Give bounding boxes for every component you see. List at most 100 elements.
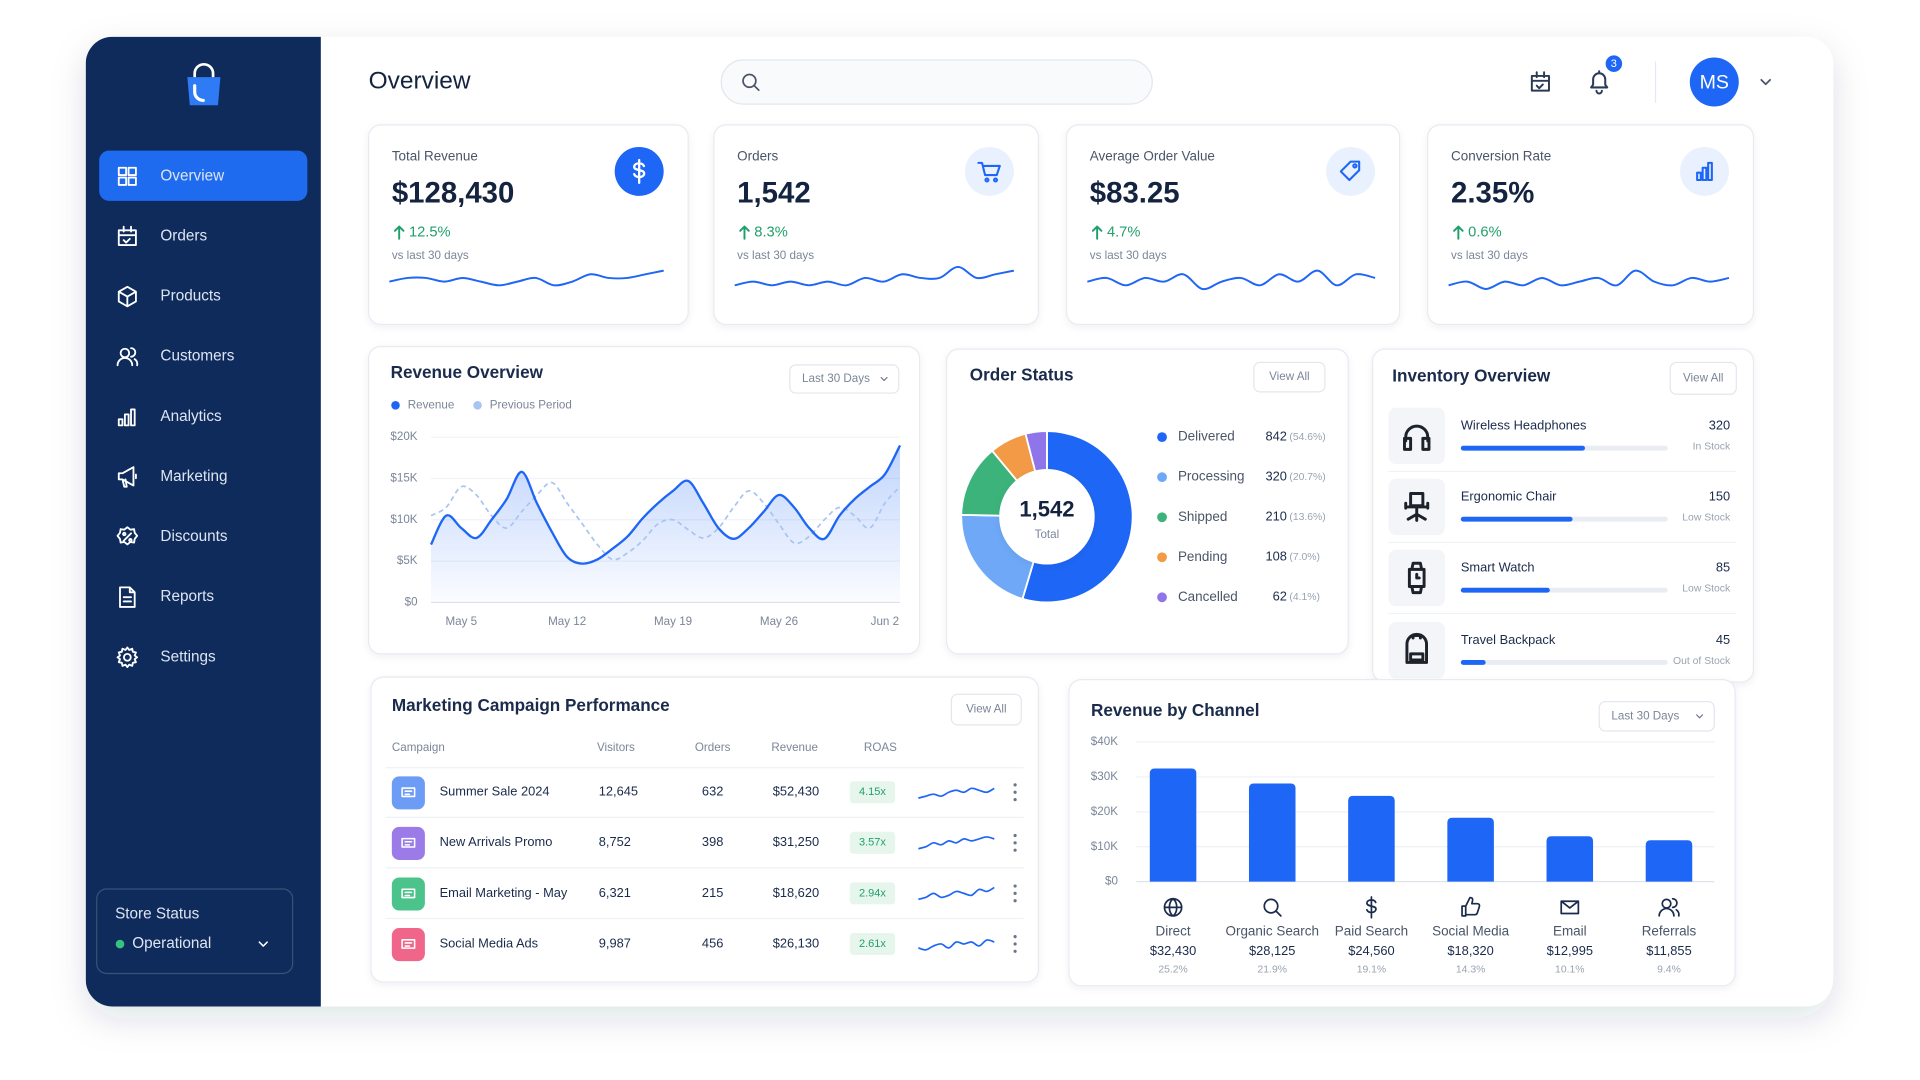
notification-count: 3	[1611, 58, 1617, 70]
kebab-dot[interactable]	[1013, 899, 1017, 903]
share-label: 19.1%	[1357, 965, 1386, 976]
kebab-dot[interactable]	[1013, 848, 1017, 852]
nav-label[interactable]: Overview	[160, 167, 225, 184]
campaign-name: Email Marketing - May	[440, 885, 568, 900]
campaign-revenue: $31,250	[773, 834, 819, 849]
kebab-dot[interactable]	[1013, 783, 1017, 787]
cart-icon	[977, 161, 1001, 183]
nav-item-active[interactable]	[99, 150, 308, 201]
icon[interactable]	[1530, 71, 1550, 92]
legend-percent: (54.6%)	[1289, 432, 1325, 443]
sparkline	[918, 939, 995, 951]
legend-swatch	[473, 401, 482, 410]
button[interactable]	[789, 364, 900, 394]
icon[interactable]	[1590, 70, 1609, 95]
chevron-icon	[1760, 78, 1772, 86]
icon	[1696, 714, 1704, 719]
x-tick-label: Organic Search	[1226, 923, 1319, 938]
campaign-icon	[391, 776, 425, 810]
icon[interactable]	[1760, 78, 1772, 86]
kebab-dot[interactable]	[1013, 833, 1017, 838]
legend-percent: (13.6%)	[1289, 512, 1325, 523]
button-label[interactable]: Last 30 Days	[1611, 709, 1679, 722]
nav-label[interactable]: Customers	[160, 348, 234, 365]
card-title: Inventory Overview	[1392, 366, 1551, 386]
campaign-orders: 215	[702, 885, 723, 900]
kebab-dot[interactable]	[1013, 790, 1017, 794]
icon	[739, 225, 750, 240]
nav-label[interactable]: Products	[160, 288, 221, 305]
kebab-dot[interactable]	[1013, 942, 1017, 946]
button[interactable]	[950, 693, 1022, 726]
campaign-icon	[391, 928, 425, 962]
mail-icon	[1560, 900, 1580, 915]
icon	[117, 285, 137, 308]
x-tick-label: May 26	[760, 615, 798, 628]
icon	[401, 939, 416, 949]
button-label[interactable]: View All	[966, 703, 1007, 716]
icon	[1560, 900, 1580, 915]
nav-label[interactable]: Marketing	[160, 468, 227, 485]
kebab-dot[interactable]	[1013, 935, 1017, 939]
sparkline	[918, 836, 995, 850]
megaphone-icon	[117, 466, 137, 488]
column-header: Visitors	[597, 741, 635, 754]
button[interactable]	[1669, 361, 1737, 395]
kebab-dot[interactable]	[1013, 841, 1017, 845]
kebab-dot[interactable]	[1013, 891, 1017, 895]
dollar-icon	[633, 158, 646, 185]
share-label: 10.1%	[1555, 965, 1584, 976]
sparkline	[389, 269, 664, 287]
legend-percent: (7.0%)	[1289, 552, 1320, 563]
nav-label[interactable]: Discounts	[160, 528, 228, 545]
legend-swatch	[1157, 432, 1167, 443]
x-tick-label: Email	[1553, 923, 1587, 938]
legend-swatch	[1157, 592, 1167, 603]
legend-percent: (20.7%)	[1289, 472, 1325, 483]
legend-label: Pending	[1178, 549, 1227, 564]
donut-caption: Total	[1035, 528, 1060, 541]
share-label: 14.3%	[1456, 965, 1485, 976]
button[interactable]	[1598, 701, 1715, 732]
sparkline	[734, 265, 1015, 287]
button[interactable]	[1253, 361, 1326, 393]
kpi-card	[1065, 124, 1401, 326]
grid-icon	[117, 166, 137, 186]
x-tick-label: May 12	[548, 615, 586, 628]
legend-label: Previous Period	[490, 398, 572, 411]
arrowUp-icon	[393, 225, 405, 240]
product-status: Low Stock	[1682, 584, 1731, 595]
icon	[977, 161, 1001, 183]
kebab-dot[interactable]	[1013, 798, 1017, 802]
kebab-dot[interactable]	[1013, 884, 1017, 888]
y-tick-label: $0	[405, 596, 418, 609]
nav-label[interactable]: Reports	[160, 588, 214, 605]
share-label: 21.9%	[1258, 965, 1287, 976]
arrowUp-icon	[1453, 225, 1464, 240]
icon[interactable]	[258, 941, 268, 947]
campaign-roas: 2.61x	[859, 938, 886, 950]
card-title: Order Status	[970, 364, 1074, 384]
column-header: Orders	[695, 741, 731, 754]
x-tick-label: May 5	[445, 615, 477, 628]
search-box[interactable]	[720, 59, 1153, 105]
avatar-initials: MS	[1700, 71, 1729, 93]
button-label[interactable]: Last 30 Days	[802, 372, 870, 385]
button-label[interactable]: View All	[1683, 371, 1723, 384]
icon	[117, 408, 136, 427]
campaign-visitors: 9,987	[599, 935, 631, 950]
kebab-dot[interactable]	[1013, 949, 1017, 953]
button-label[interactable]: View All	[1269, 370, 1309, 383]
store-status-title: Store Status	[115, 906, 200, 923]
icon	[1461, 896, 1481, 917]
campaign-roas: 2.94x	[859, 887, 886, 899]
avatar[interactable]	[1689, 57, 1739, 107]
nav-label[interactable]: Settings	[160, 648, 216, 665]
kpi-value: $83.25	[1090, 176, 1180, 209]
nav-label[interactable]: Orders	[160, 227, 207, 244]
gear-icon	[116, 646, 139, 669]
product-status: Low Stock	[1682, 513, 1731, 524]
nav-label[interactable]: Analytics	[160, 408, 222, 425]
product-name: Travel Backpack	[1461, 632, 1556, 647]
legend-label: Processing	[1178, 469, 1245, 484]
